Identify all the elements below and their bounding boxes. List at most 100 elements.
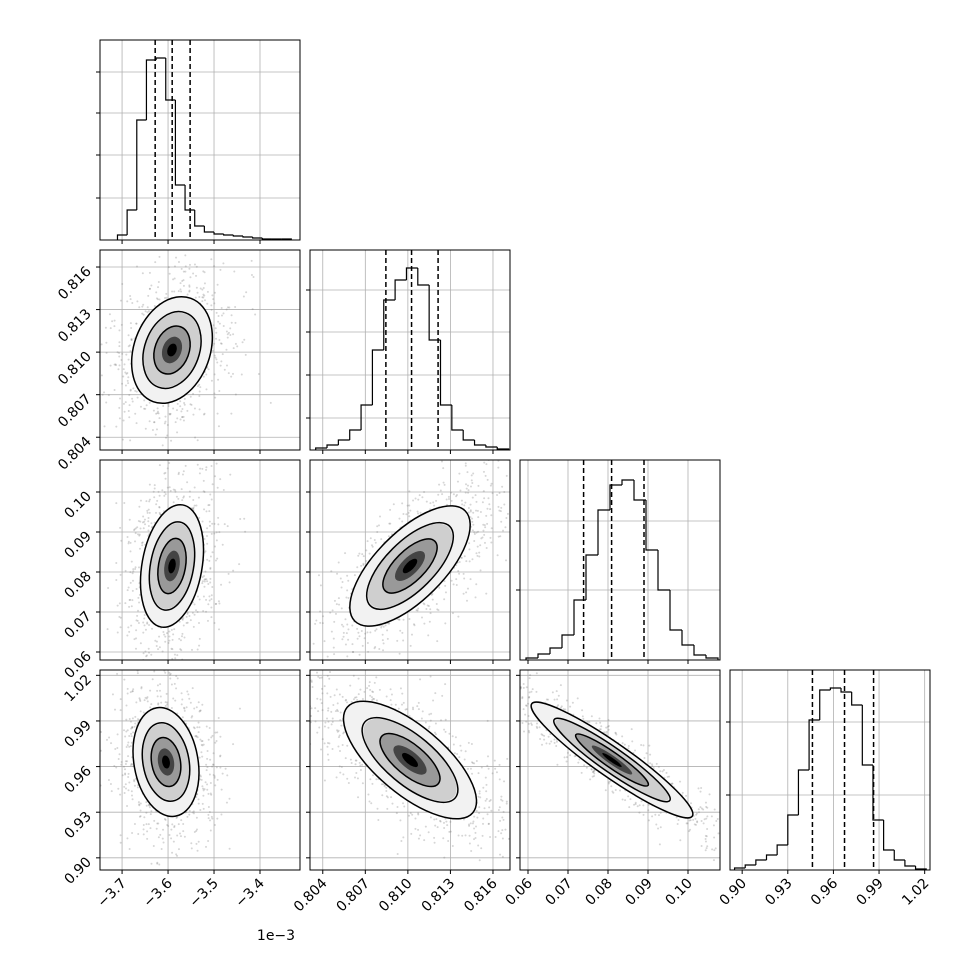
scatter-point [219,478,222,481]
hist-bin [232,235,243,237]
scatter-point [230,412,233,415]
scatter-point [442,481,445,484]
scatter-point [125,704,128,707]
scatter-point [128,605,131,608]
scatter-point [429,608,432,611]
scatter-point [355,759,358,762]
scatter-point [185,621,188,624]
scatter-point [327,720,330,723]
scatter-point [361,553,364,556]
scatter-point [188,490,191,493]
scatter-point [173,265,176,268]
scatter-point [170,683,173,686]
scatter-point [97,377,99,379]
scatter-point [471,517,474,520]
hist-bin [383,299,396,350]
scatter-point [482,523,485,526]
scatter-point [496,494,499,497]
scatter-point [210,598,213,601]
x-tick-label: 0.10 [662,876,695,909]
scatter-point [385,695,388,698]
scatter-point [155,503,158,506]
scatter-point [181,416,184,419]
panel [306,438,525,683]
scatter-point [200,743,203,746]
scatter-point [310,707,313,710]
scatter-point [335,688,338,691]
scatter-point [523,476,525,478]
scatter-point [189,701,192,704]
scatter-point [449,820,452,823]
scatter-point [341,681,343,683]
scatter-point [123,501,126,504]
scatter-point [177,497,180,500]
scatter-point [472,523,475,526]
scatter-point [479,544,482,547]
scatter-point [131,400,134,403]
scatter-point [182,284,185,287]
scatter-point [233,270,236,273]
scatter-point [118,417,121,420]
scatter-point [443,598,446,601]
scatter-point [179,835,182,838]
scatter-point [138,815,141,818]
scatter-point [168,462,171,465]
scatter-point [460,556,463,559]
scatter-point [210,815,213,818]
scatter-point [210,304,213,307]
scatter-point [390,703,393,706]
scatter-point [140,686,143,689]
scatter-point [447,497,450,500]
scatter-point [402,836,405,839]
scatter-point [179,282,182,285]
scatter-point [489,836,492,839]
scatter-point [347,638,350,641]
scatter-point [124,735,127,738]
scatter-point [283,691,285,693]
scatter-point [433,818,436,821]
scatter-point [429,612,432,615]
scatter-point [484,776,487,779]
hist-bin [693,645,706,656]
scatter-point [192,812,195,815]
y-tick-label: 0.07 [61,609,94,642]
scatter-point [145,823,148,826]
scatter-point [451,612,454,615]
scatter-point [346,574,349,577]
scatter-point [141,541,144,544]
scatter-point [140,687,143,690]
scatter-point [207,583,210,586]
scatter-point [193,707,196,710]
scatter-point [354,776,357,779]
scatter-point [497,466,500,469]
scatter-point [135,637,138,640]
scatter-point [502,438,504,440]
hist-bin [155,57,166,60]
scatter-point [392,503,395,506]
y-tick-label: 0.90 [61,854,94,887]
scatter-point [490,809,493,812]
scatter-point [201,744,204,747]
contour [382,538,438,594]
scatter-point [337,597,340,600]
scatter-point [127,789,130,792]
hist-bin [203,226,215,233]
scatter-point [120,358,123,361]
scatter-point [474,494,477,497]
scatter-point [442,821,445,824]
scatter-point [124,763,127,766]
scatter-point [203,537,206,540]
scatter-point [211,349,214,352]
scatter-point [135,588,138,591]
contour [342,700,478,820]
y-tick-label: 0.99 [61,717,94,750]
scatter-point [417,812,420,815]
scatter-point [498,763,501,766]
scatter-point [511,771,513,773]
scatter-point [152,409,155,412]
scatter-point [127,776,130,779]
scatter-point [126,589,129,592]
scatter-point [234,393,237,396]
scatter-point [417,813,420,816]
scatter-point [335,776,338,779]
